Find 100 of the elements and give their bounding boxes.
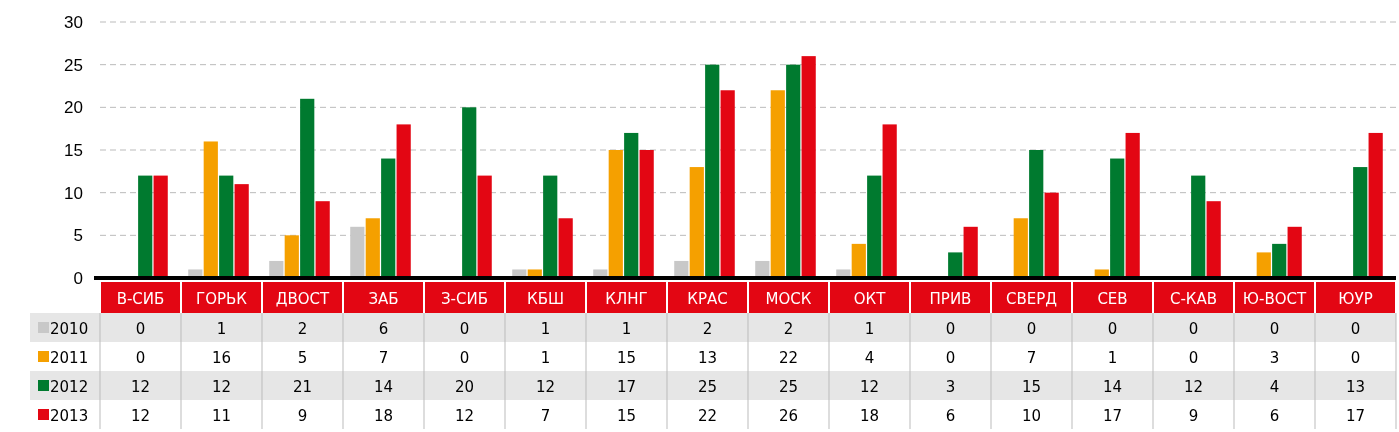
data-label: 0 <box>1188 319 1199 338</box>
data-label: 0 <box>1188 348 1199 367</box>
data-label: 12 <box>859 377 880 396</box>
data-label: 2 <box>297 319 308 338</box>
data-label: 12 <box>454 406 475 425</box>
x-tick-label: ЮУР <box>1338 289 1373 308</box>
x-tick-label: ДВОСТ <box>275 289 331 308</box>
data-label: 6 <box>1269 406 1280 425</box>
x-tick-label: ГОРЬК <box>196 289 248 308</box>
bar <box>1044 192 1059 278</box>
y-tick-label: 10 <box>64 183 83 203</box>
data-label: 12 <box>130 377 151 396</box>
data-label: 5 <box>297 348 308 367</box>
data-label: 16 <box>211 348 232 367</box>
data-label: 17 <box>616 377 637 396</box>
bar <box>234 184 249 278</box>
data-label: 12 <box>130 406 151 425</box>
bar <box>639 150 654 278</box>
bar <box>1353 167 1368 278</box>
bar <box>153 175 168 278</box>
y-tick-label: 0 <box>73 268 83 288</box>
x-tick-label: КБШ <box>527 289 564 308</box>
x-tick-label: СВЕРД <box>1005 289 1058 308</box>
bar <box>203 141 218 278</box>
data-label: 0 <box>459 319 470 338</box>
data-label: 18 <box>859 406 880 425</box>
data-label: 1 <box>216 319 227 338</box>
data-label: 25 <box>697 377 718 396</box>
bar <box>1125 132 1140 278</box>
data-label: 25 <box>778 377 799 396</box>
bar <box>770 90 785 278</box>
bar <box>1287 226 1302 278</box>
bar <box>543 175 558 278</box>
bar <box>867 175 882 278</box>
data-label: 20 <box>454 377 475 396</box>
y-tick-label: 30 <box>64 12 83 32</box>
data-label: 10 <box>1021 406 1042 425</box>
bar <box>705 64 720 278</box>
data-label: 2 <box>702 319 713 338</box>
bar <box>624 132 639 278</box>
data-label: 3 <box>1269 348 1280 367</box>
bar <box>720 90 735 278</box>
bar <box>1013 218 1028 278</box>
bar <box>1206 201 1221 278</box>
x-tick-label: ЗАБ <box>368 289 399 308</box>
data-label: 4 <box>1269 377 1280 396</box>
data-label: 0 <box>135 348 146 367</box>
data-label: 18 <box>373 406 394 425</box>
data-label: 15 <box>616 348 637 367</box>
bar <box>1110 158 1125 278</box>
data-label: 9 <box>297 406 308 425</box>
data-label: 7 <box>540 406 551 425</box>
data-label: 15 <box>1021 377 1042 396</box>
data-label: 9 <box>1188 406 1199 425</box>
bar <box>138 175 153 278</box>
x-tick-label: ПРИВ <box>929 289 972 308</box>
bar <box>477 175 492 278</box>
data-label: 0 <box>945 319 956 338</box>
data-label: 0 <box>1350 319 1361 338</box>
data-label: 26 <box>778 406 799 425</box>
data-label: 6 <box>378 319 389 338</box>
data-label: 22 <box>697 406 718 425</box>
data-label: 0 <box>1350 348 1361 367</box>
data-label: 14 <box>373 377 394 396</box>
data-label: 12 <box>535 377 556 396</box>
bar <box>786 64 801 278</box>
x-tick-label: ОКТ <box>853 289 887 308</box>
x-tick-label: В-СИБ <box>116 289 165 308</box>
data-label: 7 <box>378 348 389 367</box>
bar <box>1191 175 1206 278</box>
legend-label: 2013 <box>50 406 89 425</box>
bar <box>963 226 978 278</box>
data-label: 0 <box>1269 319 1280 338</box>
data-label: 11 <box>211 406 232 425</box>
x-tick-label: КЛНГ <box>605 289 648 308</box>
data-label: 12 <box>1183 377 1204 396</box>
bar <box>381 158 396 278</box>
data-label: 21 <box>292 377 313 396</box>
data-label: 2 <box>783 319 794 338</box>
bar <box>284 235 299 278</box>
bar <box>558 218 573 278</box>
data-label: 14 <box>1102 377 1123 396</box>
bar <box>219 175 234 278</box>
data-label: 1 <box>540 319 551 338</box>
data-label: 1 <box>621 319 632 338</box>
bar <box>608 150 623 278</box>
y-tick-label: 20 <box>64 98 83 118</box>
data-label: 4 <box>864 348 875 367</box>
x-tick-label: С-КАВ <box>1169 289 1218 308</box>
x-tick-label: МОСК <box>765 289 812 308</box>
legend-label: 2011 <box>50 348 89 367</box>
bar <box>300 98 315 278</box>
data-label: 1 <box>540 348 551 367</box>
bar <box>948 252 963 278</box>
bar <box>689 167 704 278</box>
data-label: 17 <box>1345 406 1366 425</box>
bar <box>1368 132 1383 278</box>
bar <box>462 107 477 278</box>
y-tick-label: 15 <box>64 140 83 160</box>
y-tick-label: 25 <box>64 55 83 75</box>
